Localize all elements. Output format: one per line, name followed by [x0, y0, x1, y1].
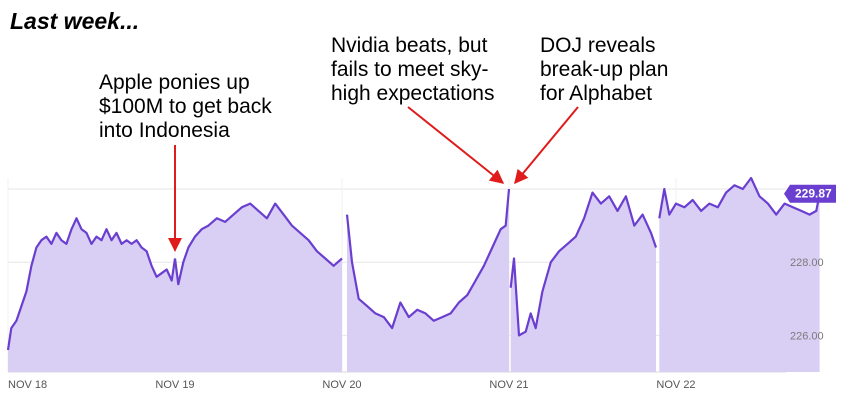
line-segment: [345, 188, 511, 330]
arrow-doj: [514, 106, 579, 185]
x-tick-label: NOV 21: [489, 379, 528, 391]
last-price-value: 229.87: [795, 187, 832, 201]
price-area: [8, 178, 820, 372]
annotation-nvidia: Nvidia beats, but fails to meet sky- hig…: [331, 34, 495, 105]
line-segment: [6, 217, 177, 351]
x-tick-label: NOV 20: [322, 379, 361, 391]
x-axis: NOV 18 NOV 19 NOV 20 NOV 21 NOV 22: [8, 379, 696, 391]
x-tick-label: NOV 18: [8, 379, 47, 391]
last-price-badge: 229.87: [784, 184, 836, 203]
x-tick-label: NOV 22: [656, 379, 695, 391]
annotation-arrows: [168, 106, 579, 252]
area-segment: [510, 192, 656, 372]
line-segment: [173, 202, 343, 286]
area-segment: [659, 178, 820, 372]
line-segment: [509, 191, 658, 337]
area-segment: [175, 203, 342, 372]
annotation-doj: DOJ reveals break-up plan for Alphabet: [540, 34, 669, 105]
area-segment: [347, 189, 509, 372]
line-segment: [658, 176, 821, 219]
annotation-apple: Apple ponies up $100M to get back into I…: [99, 71, 272, 142]
last-price-badge-shape: [784, 184, 836, 203]
y-tick-label: 228.00: [790, 257, 824, 269]
x-tick-label: NOV 19: [155, 379, 194, 391]
price-line: [6, 176, 821, 351]
area-segment: [8, 218, 175, 372]
headline: Last week...: [10, 8, 140, 34]
arrow-nvidia: [407, 106, 505, 184]
y-tick-label: 226.00: [790, 330, 824, 342]
